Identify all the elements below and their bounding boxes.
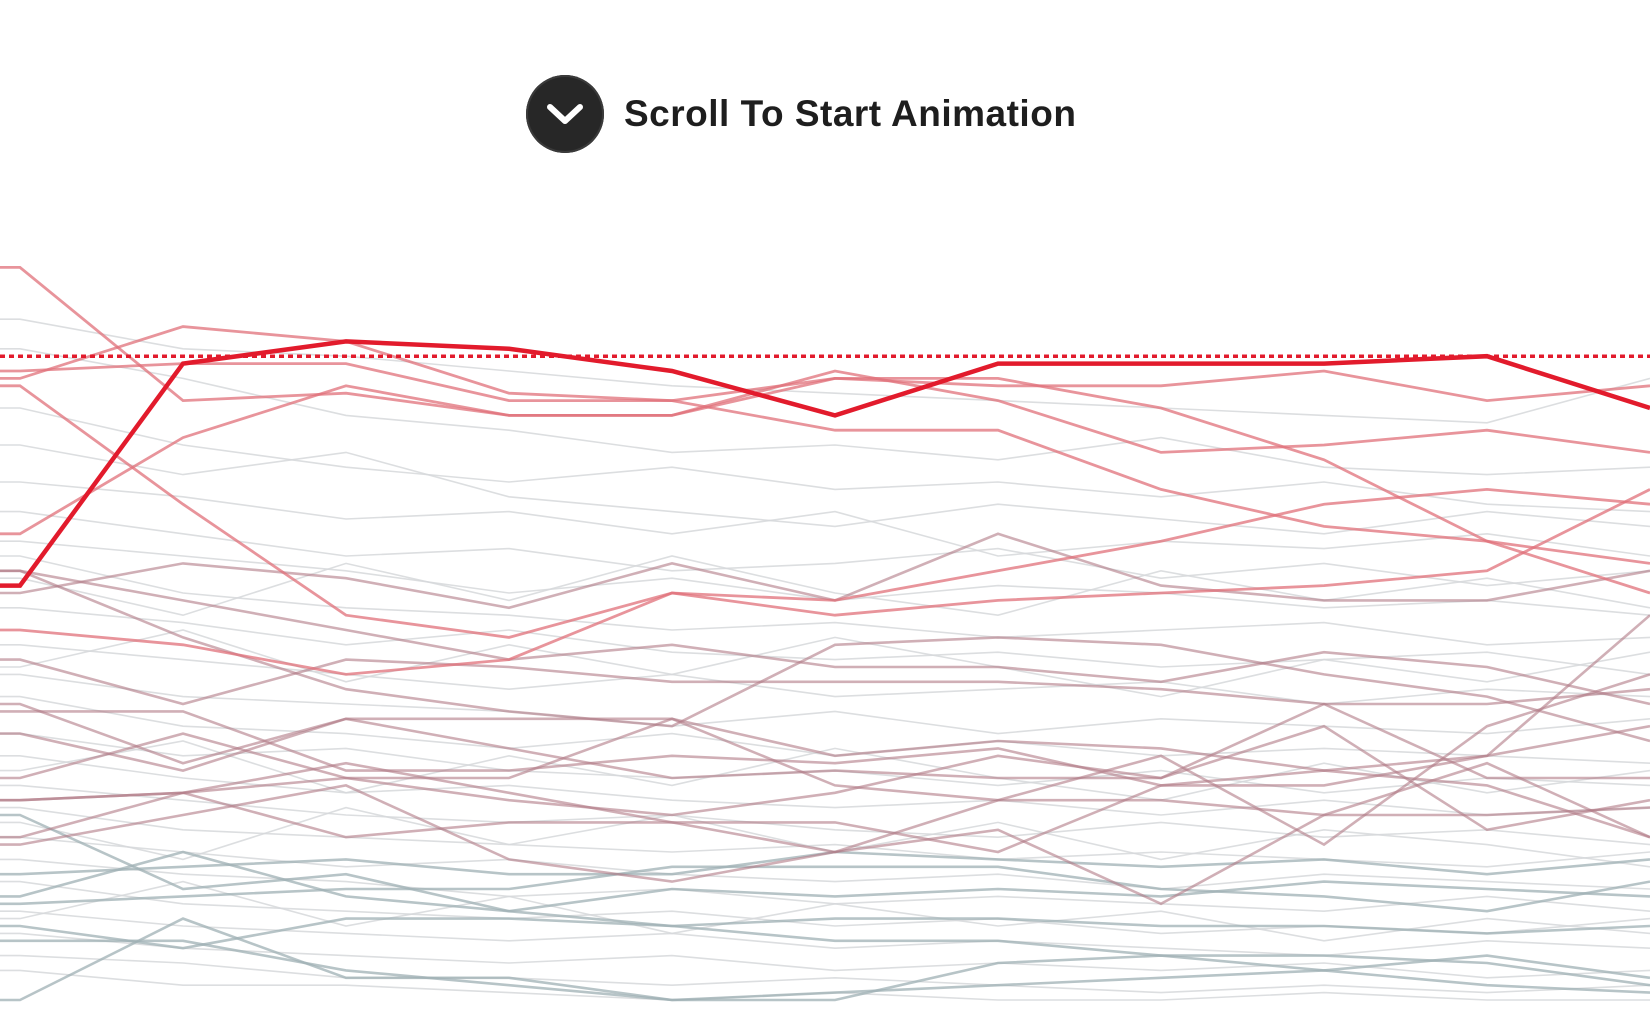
series-line-low-24 bbox=[0, 939, 1650, 1002]
series-line-background-51 bbox=[0, 880, 1650, 942]
series-line-background-36 bbox=[0, 673, 1650, 735]
series-line-background-28 bbox=[0, 407, 1650, 513]
scroll-prompt-label: Scroll To Start Animation bbox=[624, 93, 1077, 134]
series-line-background-31 bbox=[0, 510, 1650, 587]
series-line-background-30 bbox=[0, 481, 1650, 557]
series-line-high-6 bbox=[0, 384, 1650, 639]
highlighted-series-line bbox=[0, 339, 1650, 588]
series-line-background-43 bbox=[0, 858, 1650, 913]
series-line-mid-18 bbox=[0, 761, 1650, 906]
series-line-low-19 bbox=[0, 813, 1650, 987]
series-line-background-29 bbox=[0, 444, 1650, 535]
series-line-low-21 bbox=[0, 917, 1650, 1002]
series-line-background-52 bbox=[0, 555, 1650, 617]
series-line-background-45 bbox=[0, 910, 1650, 957]
series-line-mid-13 bbox=[0, 717, 1650, 817]
series-line-high-5 bbox=[0, 488, 1650, 676]
series-line-mid-10 bbox=[0, 569, 1650, 743]
series-line-mid-15 bbox=[0, 717, 1650, 832]
series-line-high-3 bbox=[0, 362, 1650, 403]
series-line-mid-8 bbox=[0, 569, 1650, 706]
series-line-mid-9 bbox=[0, 658, 1650, 706]
series-line-background-32 bbox=[0, 540, 1650, 616]
series-line-background-42 bbox=[0, 836, 1650, 890]
series-line-mid-16 bbox=[0, 702, 1650, 817]
chevron-down-icon bbox=[547, 104, 583, 124]
series-line-low-20 bbox=[0, 850, 1650, 913]
series-line-mid-17 bbox=[0, 769, 1650, 854]
series-line-mid-7 bbox=[0, 532, 1650, 610]
series-line-background-33 bbox=[0, 555, 1650, 646]
series-line-low-25 bbox=[0, 850, 1650, 876]
series-line-mid-11 bbox=[0, 702, 1650, 772]
series-line-low-22 bbox=[0, 917, 1650, 950]
series-line-mid-12 bbox=[0, 614, 1650, 787]
series-line-background-48 bbox=[0, 969, 1650, 1001]
series-line-background-35 bbox=[0, 643, 1650, 705]
series-line-background-47 bbox=[0, 954, 1650, 994]
series-line-background-26 bbox=[0, 318, 1650, 424]
series-line-high-4 bbox=[0, 376, 1650, 595]
scroll-down-button[interactable] bbox=[526, 75, 604, 153]
series-line-high-2 bbox=[0, 325, 1650, 565]
line-chart-svg bbox=[0, 266, 1650, 1002]
series-line-background-44 bbox=[0, 880, 1650, 935]
scroll-to-start-prompt[interactable]: Scroll To Start Animation bbox=[526, 74, 1076, 154]
line-chart bbox=[0, 230, 1650, 1020]
series-line-background-27 bbox=[0, 348, 1650, 476]
series-line-background-50 bbox=[0, 806, 1650, 868]
series-line-low-23 bbox=[0, 865, 1650, 913]
series-line-background-37 bbox=[0, 695, 1650, 764]
